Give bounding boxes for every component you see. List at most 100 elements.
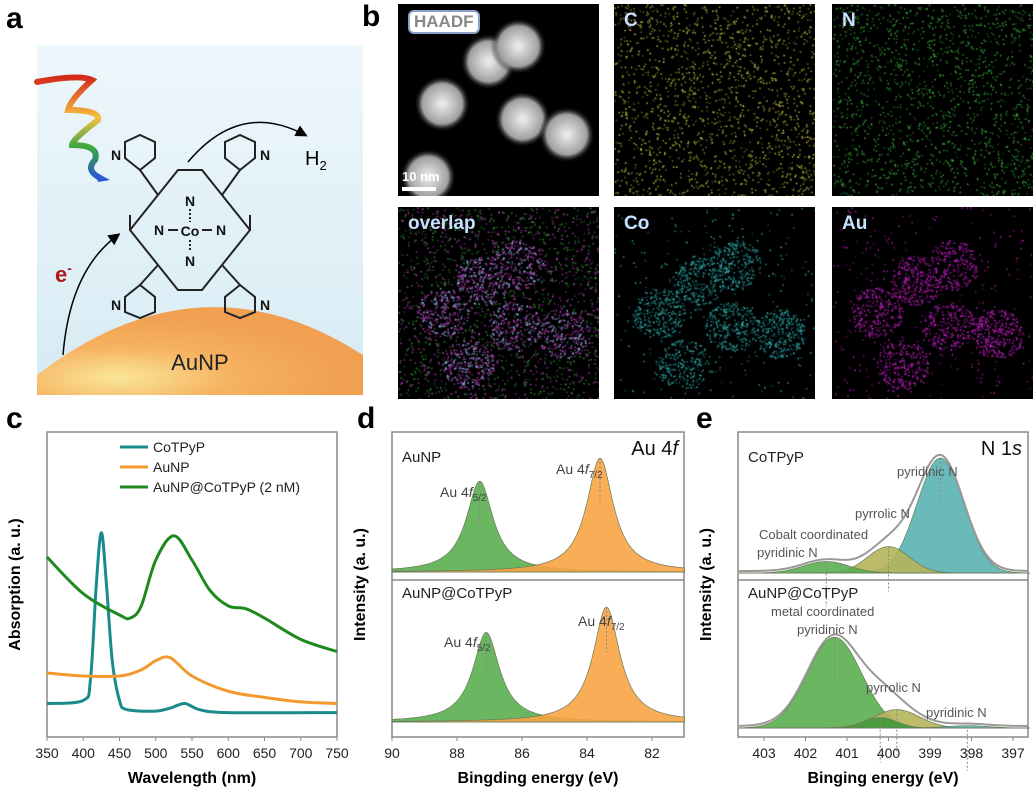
x-axis-label: Bingding energy (eV) bbox=[458, 770, 619, 787]
peak-label-text: Au 4 bbox=[440, 484, 469, 500]
series-line-aunp-cotpyp-2-nm- bbox=[45, 534, 338, 654]
plot-frame-d bbox=[391, 431, 685, 738]
panel-label-e: e bbox=[696, 402, 713, 435]
peak-label-text: Au 4 bbox=[578, 613, 607, 629]
spectrum-label: AuNP@CoTPyP bbox=[748, 585, 858, 602]
peak-label: Au 4f5/2 bbox=[440, 484, 487, 504]
x-tick-label: 397 bbox=[1001, 745, 1025, 761]
envelope-line bbox=[739, 453, 1028, 572]
x-tick-label: 90 bbox=[384, 745, 400, 761]
x-tick-label: 402 bbox=[794, 745, 818, 761]
x-tick-label: 700 bbox=[289, 745, 313, 761]
panel-label-a: a bbox=[6, 2, 23, 35]
peak-label: pyrrolic N bbox=[855, 506, 910, 521]
em-tile-overlap: overlap bbox=[398, 207, 599, 399]
product-label: H2 bbox=[305, 148, 327, 173]
peak-label-italic: f bbox=[607, 613, 613, 629]
title-italic: s bbox=[1012, 438, 1022, 460]
peak-label: metal coordinated bbox=[771, 604, 874, 619]
h2-evolution-arrow bbox=[187, 121, 308, 163]
peak-fill bbox=[738, 561, 1030, 574]
peak-label: Au 4f7/2 bbox=[578, 613, 625, 633]
peak-label: Cobalt coordinated bbox=[759, 527, 868, 542]
x-tick-label: 86 bbox=[514, 745, 530, 761]
legend-label: CoTPyP bbox=[153, 439, 205, 455]
em-image bbox=[832, 4, 1033, 196]
electron-transfer-arrow bbox=[62, 233, 121, 356]
peak-label: Au 4f7/2 bbox=[556, 461, 603, 481]
peak-label: pyridinic N bbox=[757, 545, 818, 560]
title-text: N 1 bbox=[981, 438, 1012, 460]
light-arrowhead-icon bbox=[95, 172, 110, 182]
peak-label-italic: f bbox=[473, 634, 479, 650]
atom-pyridyl-n: N bbox=[111, 297, 121, 313]
peak-label-sub: 7/2 bbox=[611, 622, 625, 633]
panel-label-c: c bbox=[6, 402, 23, 435]
atom-pyridyl-n: N bbox=[260, 297, 270, 313]
panel-label-d: d bbox=[357, 402, 376, 435]
x-axis-label: Wavelength (nm) bbox=[128, 770, 256, 787]
scale-bar bbox=[402, 187, 436, 191]
peak-fill bbox=[739, 725, 1030, 729]
em-tile-label: C bbox=[624, 10, 638, 31]
peak-label-italic: f bbox=[469, 484, 475, 500]
x-tick-label: 750 bbox=[325, 745, 349, 761]
x-tick-label: 650 bbox=[253, 745, 277, 761]
panel-label-b: b bbox=[362, 0, 381, 33]
peak-label: Au 4f5/2 bbox=[444, 634, 491, 654]
em-tile-haadf: HAADF 10 nm bbox=[398, 4, 599, 196]
title-italic: f bbox=[672, 438, 680, 460]
x-tick-label: 400 bbox=[877, 745, 901, 761]
series-line-cotpyp bbox=[46, 531, 338, 715]
em-tile-au: Au bbox=[832, 207, 1033, 399]
peak-label-sub: 5/2 bbox=[473, 493, 487, 504]
x-tick-label: 403 bbox=[752, 745, 776, 761]
atom-n-top: N bbox=[185, 193, 195, 209]
em-image bbox=[398, 207, 599, 399]
peak-label-text: Au 4 bbox=[444, 634, 473, 650]
em-tile-n: N bbox=[832, 4, 1033, 196]
scheme-diagram: N N Co N N N N N N H2 e- AuNP bbox=[34, 45, 363, 395]
x-tick-label: 88 bbox=[449, 745, 465, 761]
electron-label: e- bbox=[55, 260, 72, 287]
x-tick-label: 399 bbox=[918, 745, 942, 761]
peak-label: pyridinic N bbox=[926, 705, 987, 720]
x-tick-label: 84 bbox=[579, 745, 595, 761]
em-image bbox=[614, 207, 815, 399]
peak-fill bbox=[391, 606, 685, 723]
spectrum-label: CoTPyP bbox=[748, 449, 804, 466]
atom-co: Co bbox=[181, 223, 200, 239]
plot-frame-e bbox=[737, 431, 1029, 738]
series-line-aunp bbox=[46, 655, 338, 705]
scale-bar-label: 10 nm bbox=[402, 169, 440, 184]
legend-label: AuNP bbox=[153, 459, 190, 475]
aunp-label: AuNP bbox=[171, 350, 228, 375]
em-tile-label: Au bbox=[842, 213, 868, 234]
em-image bbox=[398, 4, 599, 196]
em-image bbox=[832, 207, 1033, 399]
em-image bbox=[614, 4, 815, 196]
gold-nanoparticle bbox=[37, 307, 363, 395]
atom-n-left: N bbox=[154, 222, 164, 238]
chart-title: N 1s bbox=[981, 438, 1022, 460]
x-tick-label: 500 bbox=[144, 745, 168, 761]
peak-label: pyridinic N bbox=[897, 464, 958, 479]
peak-label-text: Au 4 bbox=[556, 461, 585, 477]
em-tile-label: HAADF bbox=[408, 10, 480, 34]
x-tick-label: 600 bbox=[217, 745, 241, 761]
spectrum-label: AuNP@CoTPyP bbox=[402, 585, 512, 602]
y-axis-label: Intensity (a. u.) bbox=[352, 528, 369, 641]
atom-pyridyl-n: N bbox=[111, 147, 121, 163]
peak-label-italic: f bbox=[585, 461, 591, 477]
x-tick-label: 450 bbox=[108, 745, 132, 761]
y-axis-label: Absorption (a. u.) bbox=[7, 518, 24, 650]
atom-n-bottom: N bbox=[185, 253, 195, 269]
em-tile-c: C bbox=[614, 4, 815, 196]
x-tick-label: 550 bbox=[180, 745, 204, 761]
peak-fill bbox=[391, 457, 685, 573]
light-wave-icon bbox=[34, 74, 103, 181]
envelope-line bbox=[739, 633, 1028, 727]
x-tick-label: 398 bbox=[960, 745, 984, 761]
peak-label-sub: 7/2 bbox=[589, 470, 603, 481]
